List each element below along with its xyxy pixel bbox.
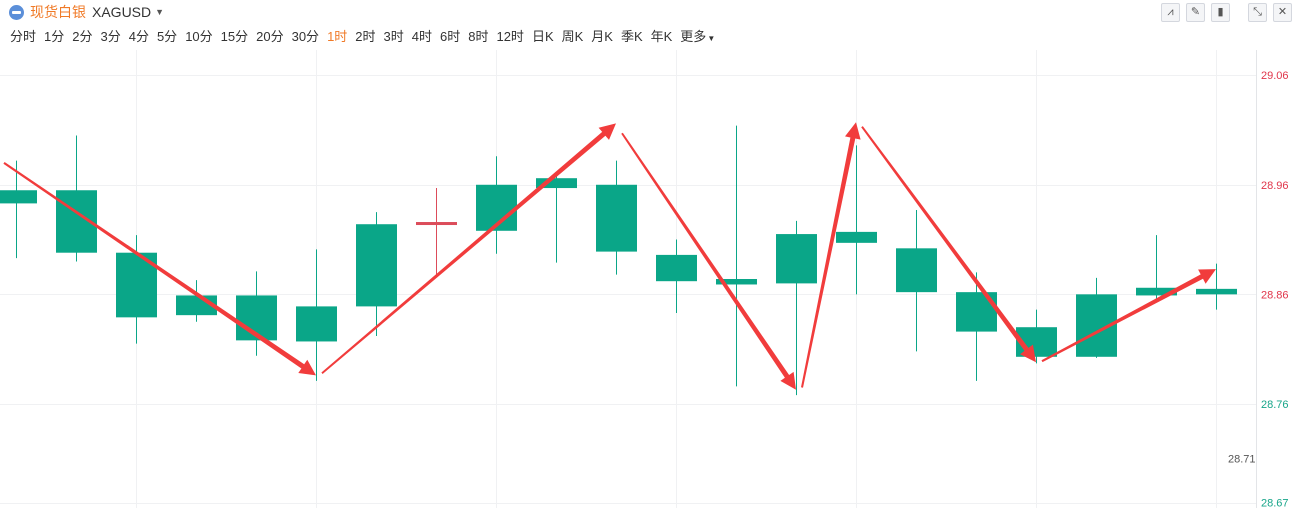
period-item[interactable]: 8时	[468, 28, 489, 44]
period-item[interactable]: 分时	[10, 28, 37, 44]
period-item[interactable]: 2分	[72, 28, 93, 44]
y-tick-label: 29.06	[1261, 70, 1289, 82]
candle-body	[0, 190, 37, 204]
candle-body	[416, 222, 457, 226]
candle[interactable]	[896, 209, 937, 352]
period-item[interactable]: 4时	[411, 28, 432, 44]
candle[interactable]	[836, 145, 877, 295]
period-item[interactable]: 4分	[128, 28, 149, 44]
trend-arrow	[861, 126, 1036, 363]
candle-style-button[interactable]: ▮	[1211, 3, 1230, 22]
candle[interactable]	[416, 188, 457, 275]
candle-body	[836, 231, 877, 243]
arrow-shape	[1041, 269, 1216, 363]
line-indicator-icon: ⩘	[1167, 6, 1174, 18]
candle-body	[1196, 288, 1237, 295]
period-item[interactable]: 日K	[531, 28, 554, 44]
arrow-shape	[801, 122, 861, 388]
period-selector: 分时 1分 2分 3分 4分 5分 10分 15分 20分 30分 1时 2时 3时 4时 6时 8时 12时日…	[10, 26, 715, 45]
candle-body	[596, 184, 637, 252]
period-item[interactable]: 3时	[383, 28, 404, 44]
trend-arrows	[3, 122, 1216, 390]
candle[interactable]	[596, 160, 637, 275]
trend-arrow	[321, 123, 616, 375]
period-more-button[interactable]: 更多▼	[680, 26, 715, 45]
trend-arrow	[801, 122, 861, 388]
pencil-icon: ✎	[1190, 6, 1201, 18]
candle-body	[536, 178, 577, 189]
arrow-shape	[861, 126, 1036, 363]
candle[interactable]	[0, 160, 37, 259]
candle[interactable]	[536, 172, 577, 263]
caret-down-icon: ▼	[707, 33, 716, 43]
period-item[interactable]: 2时	[355, 28, 376, 44]
fullscreen-button[interactable]: ⤡	[1248, 3, 1267, 22]
period-item[interactable]: 周K	[561, 28, 584, 44]
indicator-tool-button[interactable]: ⩘	[1161, 3, 1180, 22]
candle[interactable]	[1196, 263, 1237, 310]
y-tick-label: 28.96	[1261, 180, 1289, 192]
symbol-selector[interactable]: 现货白银 XAGUSD ▼	[9, 2, 164, 22]
candle[interactable]	[296, 249, 337, 381]
trend-arrow	[621, 132, 796, 390]
symbol-name: 现货白银	[30, 4, 86, 20]
arrow-shape	[3, 162, 317, 376]
candle-body	[296, 306, 337, 342]
y-tick-label: 28.67	[1261, 498, 1289, 510]
silver-coin-icon	[9, 4, 24, 20]
close-icon: ✕	[1277, 6, 1288, 18]
candle[interactable]	[656, 239, 697, 313]
period-item[interactable]: 5分	[156, 28, 178, 44]
candle-body	[716, 279, 757, 285]
min-price-label: 28.71	[1228, 454, 1256, 466]
period-item[interactable]: 1时	[327, 28, 348, 44]
caret-down-icon: ▼	[155, 7, 165, 17]
draw-tool-button[interactable]: ✎	[1186, 3, 1205, 22]
arrow-shape	[321, 123, 616, 375]
candle[interactable]	[716, 125, 757, 387]
period-item[interactable]: 1分	[44, 28, 65, 44]
period-item[interactable]: 6时	[440, 28, 461, 44]
candle[interactable]	[1076, 277, 1117, 358]
y-tick-label: 28.86	[1261, 289, 1289, 301]
candlestick-icon: ▮	[1217, 6, 1224, 18]
candle[interactable]	[56, 135, 97, 262]
grid	[0, 50, 1256, 508]
period-more-label: 更多	[680, 28, 707, 44]
expand-icon: ⤡	[1253, 6, 1262, 18]
candle[interactable]	[956, 272, 997, 381]
candle-body	[1136, 287, 1177, 296]
candle[interactable]	[356, 212, 397, 336]
symbol-code: XAGUSD	[92, 4, 152, 20]
period-item[interactable]: 15分	[220, 28, 249, 44]
trend-arrow	[1041, 269, 1216, 363]
period-item[interactable]: 3分	[100, 28, 121, 44]
period-item[interactable]: 年K	[650, 28, 673, 44]
period-item[interactable]: 季K	[620, 28, 643, 44]
candle[interactable]	[1136, 235, 1177, 299]
period-item[interactable]: 20分	[256, 28, 284, 44]
y-tick-label: 28.76	[1261, 399, 1289, 411]
candle[interactable]	[776, 220, 817, 396]
period-item[interactable]: 30分	[291, 28, 320, 44]
arrow-shape	[621, 132, 796, 390]
candle-body	[356, 224, 397, 307]
trend-arrow	[3, 162, 317, 376]
toolbar: ⩘ ✎ ▮ ⤡ ✕	[1161, 3, 1292, 22]
period-item[interactable]: 10分	[185, 28, 213, 44]
candle-body	[656, 254, 697, 282]
candles	[0, 125, 1237, 396]
candle-body	[776, 234, 817, 284]
chart-header: 现货白银 XAGUSD ▼ ⩘ ✎ ▮ ⤡ ✕	[0, 0, 1292, 24]
candle-body	[896, 248, 937, 293]
period-item[interactable]: 月K	[591, 28, 613, 44]
period-item[interactable]: 12时	[496, 28, 524, 44]
